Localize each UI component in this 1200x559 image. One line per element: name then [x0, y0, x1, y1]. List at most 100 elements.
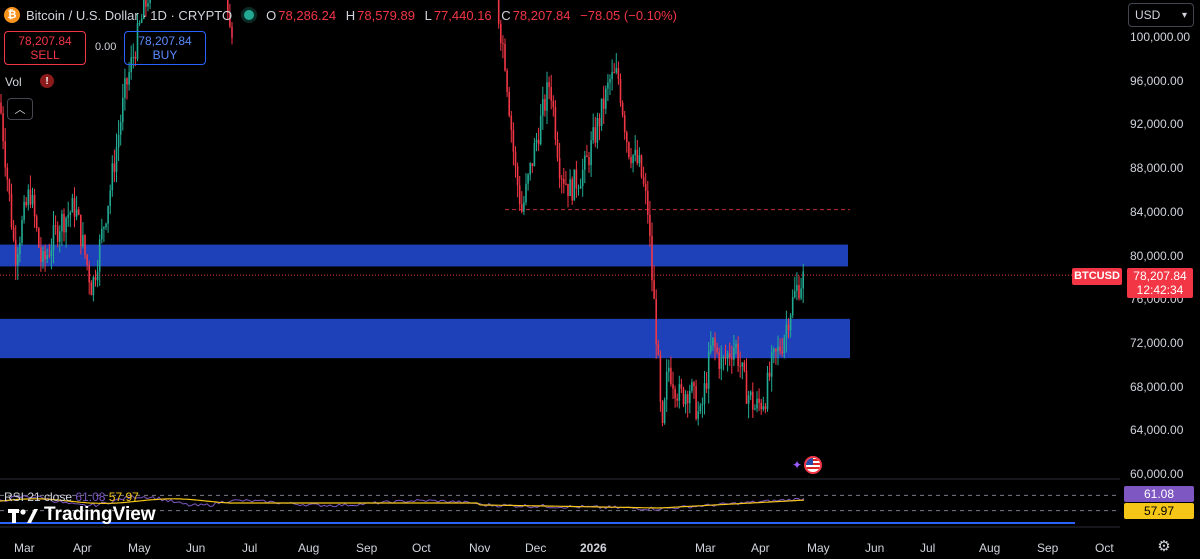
supply-demand-zone	[0, 244, 848, 267]
candle-body	[586, 155, 588, 158]
candle-body	[579, 186, 582, 189]
price-axis-label: 60,000.00	[1130, 467, 1184, 481]
candle-body	[510, 115, 513, 131]
currency-select[interactable]: USD ▾	[1128, 3, 1194, 27]
candle-body	[229, 13, 231, 27]
candle-body	[94, 277, 97, 281]
spread-value: 0.00	[95, 41, 117, 53]
candle-body	[537, 139, 540, 145]
collapse-indicators-button[interactable]: ︿	[7, 98, 33, 120]
candle-body	[98, 239, 101, 272]
candle-body	[10, 193, 13, 228]
gear-icon[interactable]: ⚙	[1157, 538, 1171, 555]
volume-indicator-label[interactable]: Vol	[5, 75, 22, 89]
candle-body	[802, 271, 804, 289]
candle-body	[773, 349, 775, 353]
warning-icon[interactable]: !	[40, 74, 54, 88]
candle-body	[588, 157, 590, 166]
market-open-icon	[244, 10, 255, 20]
candle-body	[143, 0, 145, 19]
candle-body	[701, 403, 704, 406]
candle-body	[149, 0, 151, 4]
symbol-price-tag: BTCUSD	[1072, 268, 1122, 285]
candle-body	[42, 251, 44, 262]
sparkle-icon: ✦	[792, 458, 803, 472]
candle-body	[764, 406, 767, 410]
candle-body	[594, 127, 597, 143]
ohlc-value: 78,207.84	[512, 7, 571, 23]
candle-body	[508, 91, 510, 116]
candle-body	[544, 98, 546, 111]
candle-body	[128, 72, 130, 85]
candle-body	[697, 411, 699, 419]
candle-body	[558, 157, 561, 179]
candle-body	[762, 406, 765, 410]
candle-body	[735, 343, 737, 348]
candle-body	[716, 347, 718, 353]
time-axis-label: Oct	[412, 541, 431, 555]
ohlc-label: C	[501, 7, 511, 23]
candle-body	[550, 87, 552, 101]
candle-body	[563, 178, 565, 184]
candle-body	[592, 127, 594, 141]
candle-body	[638, 155, 641, 164]
candle-body	[529, 163, 531, 175]
candle-body	[542, 98, 544, 116]
candle-body	[96, 271, 99, 281]
candle-body	[518, 185, 521, 205]
candle-body	[25, 201, 27, 206]
economic-event-marker[interactable]: ✦	[792, 456, 823, 474]
sell-label: SELL	[30, 48, 60, 62]
candle-body	[672, 384, 674, 389]
candle-body	[731, 357, 733, 360]
ohlc-label: L	[424, 7, 432, 23]
time-axis-label: Nov	[469, 541, 491, 555]
symbol-title[interactable]: Bitcoin / U.S. Dollar · 1D · CRYPTO	[26, 7, 233, 23]
candle-body	[663, 399, 666, 423]
candle-body	[514, 151, 517, 167]
candle-body	[758, 398, 760, 403]
buy-price: 78,207.84	[138, 34, 192, 48]
ohlc-label: O	[266, 7, 277, 23]
candle-body	[775, 349, 777, 352]
candle-body	[676, 398, 678, 401]
candle-body	[103, 227, 105, 229]
candle-body	[720, 357, 723, 369]
candle-body	[686, 394, 689, 404]
candle-body	[67, 215, 69, 218]
candle-body	[726, 353, 729, 359]
buy-button[interactable]: 78,207.84 BUY	[124, 31, 206, 65]
sell-button[interactable]: 78,207.84 SELL	[4, 31, 86, 65]
time-axis-label: Dec	[525, 541, 547, 555]
supply-demand-zone	[0, 318, 850, 359]
ohlc-value: 78,286.24	[278, 7, 337, 23]
candle-body	[33, 194, 36, 217]
candle-body	[548, 82, 550, 88]
ohlc-value: 77,440.16	[433, 7, 492, 23]
price-axis-label: 72,000.00	[1130, 335, 1184, 350]
candle-body	[691, 382, 693, 391]
candle-body	[527, 174, 529, 184]
candle-body	[105, 223, 107, 228]
candle-body	[111, 163, 114, 191]
candle-body	[63, 213, 65, 233]
price-change: −78.05 (−0.10%)	[580, 7, 678, 23]
last-price-tag: 78,207.84 12:42:34	[1127, 268, 1193, 298]
rsi-legend[interactable]: RSI 21 close 61.08 57.97	[4, 490, 139, 504]
candle-body	[2, 113, 4, 142]
tradingview-logo[interactable]: TradingView	[8, 504, 156, 526]
candle-body	[31, 194, 34, 205]
candle-body	[531, 163, 534, 167]
price-axis-label: 68,000.00	[1130, 379, 1184, 394]
candle-body	[69, 212, 72, 216]
candle-body	[728, 353, 731, 358]
time-axis-label: Aug	[298, 541, 320, 555]
candle-body	[798, 284, 800, 299]
candle-body	[800, 288, 802, 299]
candle-body	[781, 351, 783, 354]
candle-body	[113, 163, 116, 172]
candle-body	[796, 284, 798, 292]
candle-body	[571, 179, 573, 201]
